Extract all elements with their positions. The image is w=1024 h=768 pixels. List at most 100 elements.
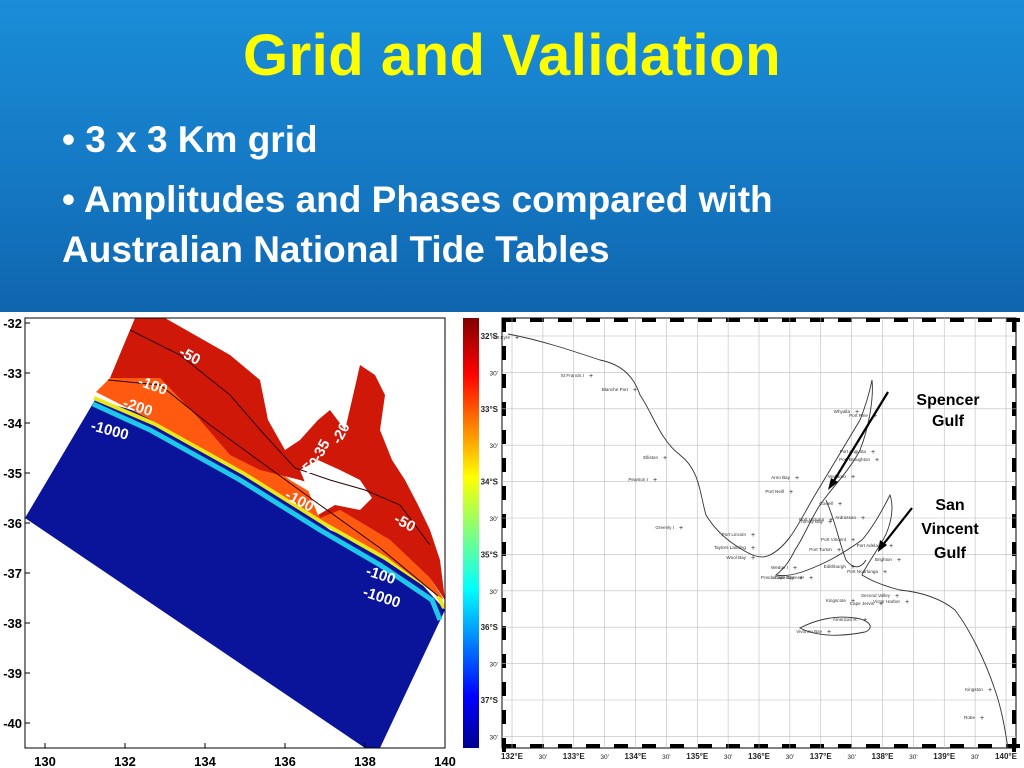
lat-tick-label: 30' bbox=[490, 443, 498, 450]
border-dash bbox=[502, 654, 506, 668]
station-marker: + bbox=[851, 474, 855, 481]
border-dash bbox=[810, 744, 824, 748]
station-label: Brighton bbox=[875, 557, 893, 562]
station-marker: + bbox=[829, 517, 833, 524]
y-tick-label: -39 bbox=[3, 666, 22, 681]
station-marker: + bbox=[751, 555, 755, 562]
coastline bbox=[507, 333, 1009, 749]
lon-tick-label: 30' bbox=[847, 754, 855, 761]
station-label: Greenly I bbox=[655, 525, 674, 530]
contour-line-50 bbox=[129, 329, 431, 546]
arrow-san-vincent-gulf bbox=[881, 507, 913, 547]
lon-tick-label: 30' bbox=[662, 754, 670, 761]
lon-tick-label: 30' bbox=[786, 754, 794, 761]
y-tick-label: -36 bbox=[3, 516, 22, 531]
border-dash bbox=[1012, 682, 1016, 696]
station-label: Port Adelaide bbox=[857, 543, 885, 548]
border-dash bbox=[1012, 430, 1016, 444]
lat-tick-label: 30' bbox=[490, 589, 498, 596]
border-dash bbox=[1012, 570, 1016, 584]
border-dash bbox=[502, 486, 506, 500]
graticule-grid bbox=[502, 318, 1016, 748]
lon-tick-label: 30' bbox=[600, 754, 608, 761]
station-map: + Fort Eyre + St Francis I + Blanche Port + Ell… bbox=[463, 317, 1020, 761]
bullet-grid: • 3 x 3 Km grid bbox=[62, 119, 318, 160]
annotation-san-vincent-line2: Vincent bbox=[921, 521, 979, 538]
border-dash bbox=[502, 374, 506, 388]
station-marker: + bbox=[789, 489, 793, 496]
station-label: Cowell bbox=[819, 501, 833, 506]
border-dash bbox=[670, 744, 684, 748]
annotation-spencer-gulf-line2: Gulf bbox=[932, 413, 965, 430]
station-marker: + bbox=[851, 564, 855, 571]
lon-tick-label: 132°E bbox=[501, 752, 524, 761]
bullet-validation: • Amplitudes and Phases compared with Au… bbox=[62, 175, 962, 275]
station-label: Port Pirie bbox=[849, 413, 868, 418]
border-dash bbox=[950, 744, 964, 748]
station-marker: + bbox=[589, 373, 593, 380]
bathymetry-map: -50 -100 -200 -1000 -35 -20 -50 -100 -50… bbox=[3, 316, 456, 768]
station-label: Whyalla bbox=[834, 409, 851, 414]
station-label: Vivonne Bay bbox=[796, 629, 822, 634]
arrowhead-san-vincent-gulf bbox=[878, 540, 887, 552]
station-label: Second Valley bbox=[861, 593, 891, 598]
station-label: Kingston bbox=[965, 687, 983, 692]
station-label: Victor Harbor bbox=[873, 599, 900, 604]
border-dash bbox=[1012, 458, 1016, 472]
lat-tick-label: 36°S bbox=[481, 623, 499, 632]
deep-water-region bbox=[25, 400, 445, 748]
border-dash bbox=[950, 318, 964, 322]
station-marker: + bbox=[883, 569, 887, 576]
station-marker: + bbox=[889, 543, 893, 550]
border-dash bbox=[502, 598, 506, 612]
y-tick-label: -32 bbox=[3, 316, 22, 331]
station-label: Ardrossan bbox=[835, 515, 856, 520]
station-marker: + bbox=[873, 413, 877, 420]
border-dash bbox=[502, 318, 506, 332]
station-marker: + bbox=[751, 545, 755, 552]
lon-tick-label: 137°E bbox=[810, 752, 833, 761]
border-dash bbox=[1012, 598, 1016, 612]
lat-tick-label: 30' bbox=[490, 370, 498, 377]
border-dash bbox=[894, 318, 908, 322]
station-marker: + bbox=[837, 547, 841, 554]
station-label: Edithburgh bbox=[824, 564, 847, 569]
station-marker: + bbox=[827, 629, 831, 636]
border-dash bbox=[614, 318, 628, 322]
title-banner bbox=[0, 0, 1024, 312]
border-dash bbox=[922, 318, 936, 322]
station-label: Tumby Bay bbox=[800, 519, 824, 524]
border-dash bbox=[866, 318, 880, 322]
station-label: Taylors Landing bbox=[714, 545, 747, 550]
y-tick-label: -35 bbox=[3, 466, 22, 481]
lat-tick-label: 35°S bbox=[481, 550, 499, 559]
station-marker: + bbox=[653, 477, 657, 484]
x-tick-label: 134 bbox=[194, 754, 216, 768]
station-marker: + bbox=[793, 565, 797, 572]
lat-tick-label: 30' bbox=[490, 734, 498, 741]
border-dash bbox=[782, 318, 796, 322]
longitude-axis: 132°E 30' 133°E 30' 134°E 30' 135°E 30' 136°E 30'… bbox=[501, 752, 1018, 761]
border-dash bbox=[894, 744, 908, 748]
border-dash bbox=[698, 744, 712, 748]
x-tick-label: 140 bbox=[434, 754, 456, 768]
lat-tick-label: 32°S bbox=[481, 332, 499, 341]
slope-region bbox=[96, 378, 444, 600]
shelf-region bbox=[110, 318, 445, 600]
border-dash bbox=[558, 744, 572, 748]
border-dash bbox=[1012, 514, 1016, 528]
colorbar bbox=[463, 318, 479, 748]
border-dash bbox=[502, 430, 506, 444]
frame-border-dashes bbox=[502, 318, 1020, 752]
station-label: Cape Jervis bbox=[850, 601, 875, 606]
lon-tick-label: 134°E bbox=[625, 752, 648, 761]
annotation-spencer-gulf-line1: Spencer bbox=[916, 392, 979, 409]
bullet-validation-line-1: • Amplitudes and Phases compared with bbox=[62, 179, 773, 220]
x-tick-label: 132 bbox=[114, 754, 136, 768]
border-dash bbox=[642, 318, 656, 322]
y-tick-label: -34 bbox=[3, 416, 23, 431]
border-dash bbox=[502, 318, 516, 322]
border-dash bbox=[670, 318, 684, 322]
gulf-land bbox=[300, 460, 372, 515]
border-dash bbox=[558, 318, 572, 322]
